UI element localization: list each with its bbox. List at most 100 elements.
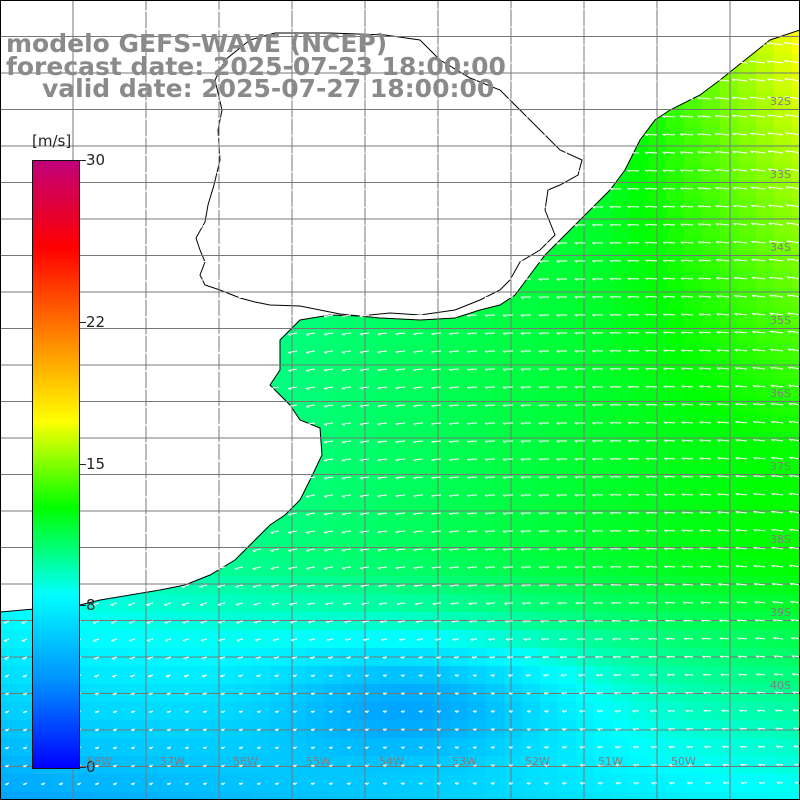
wind-arrow — [768, 186, 784, 190]
wind-arrow-head — [431, 531, 435, 534]
speed-cell — [792, 720, 800, 738]
wind-arrow-head — [574, 260, 578, 263]
wind-arrow-head — [556, 278, 560, 281]
wind-arrow-head — [484, 458, 488, 462]
wind-arrow — [234, 116, 244, 120]
wind-arrow-head — [180, 28, 185, 31]
wind-arrow — [785, 114, 800, 118]
wind-arrow — [234, 260, 244, 264]
wind-arrow — [198, 8, 208, 12]
wind-arrow-head — [733, 259, 737, 262]
wind-arrow — [323, 512, 334, 515]
wind-arrow — [696, 7, 712, 10]
wind-arrow — [431, 188, 442, 191]
wind-arrow — [395, 368, 406, 371]
wind-arrow-head — [341, 333, 345, 336]
wind-arrow — [91, 278, 100, 282]
wind-arrow-head — [270, 244, 274, 246]
wind-arrow-head — [37, 64, 42, 67]
speed-cell — [792, 306, 800, 324]
wind-arrow — [180, 368, 190, 372]
wind-arrow — [163, 584, 172, 588]
wind-arrow-head — [466, 405, 471, 408]
wind-arrow-head — [592, 8, 596, 11]
wind-arrow-head — [750, 222, 754, 226]
wind-arrow-head — [323, 45, 328, 48]
wind-arrow — [767, 78, 784, 82]
wind-arrow-head — [789, 510, 793, 514]
wind-arrow — [680, 277, 694, 280]
wind-arrow — [252, 170, 262, 174]
wind-arrow — [731, 42, 748, 46]
wind-arrow-head — [538, 440, 542, 443]
wind-arrow-head — [484, 134, 488, 138]
wind-arrow-head — [109, 352, 113, 355]
wind-arrow-head — [288, 585, 292, 588]
wind-arrow-head — [216, 532, 220, 535]
wind-arrow-head — [592, 260, 596, 263]
wind-arrow — [752, 348, 766, 352]
wind-arrow — [359, 566, 370, 569]
wind-arrow-head — [162, 352, 167, 355]
wind-arrow — [395, 278, 406, 281]
wind-arrow-head — [484, 548, 488, 552]
wind-arrow-head — [413, 459, 417, 462]
wind-arrow-head — [731, 24, 735, 28]
wind-arrow-head — [252, 100, 256, 103]
wind-arrow — [395, 296, 406, 299]
wind-arrow-head — [484, 206, 488, 210]
wind-arrow — [216, 62, 226, 66]
wind-arrow-head — [180, 352, 185, 355]
speed-cell — [792, 792, 800, 800]
wind-arrow-head — [91, 460, 95, 463]
wind-arrow-head — [55, 10, 59, 13]
wind-arrow — [252, 260, 262, 264]
wind-arrow-head — [699, 511, 703, 515]
wind-arrow — [627, 115, 640, 118]
wind-arrow — [664, 457, 676, 460]
wind-arrow — [698, 205, 712, 208]
wind-arrow — [341, 134, 352, 137]
wind-arrow — [216, 206, 226, 210]
wind-arrow-head — [679, 97, 683, 100]
wind-arrow — [449, 368, 460, 371]
wind-arrow-head — [592, 512, 596, 515]
wind-arrow-head — [753, 439, 757, 442]
wind-arrow-head — [270, 352, 274, 354]
wind-arrow-head — [786, 240, 790, 244]
wind-arrow-head — [341, 387, 345, 390]
wind-arrow — [413, 26, 424, 29]
wind-arrow-head — [714, 115, 718, 118]
wind-arrow — [679, 115, 694, 118]
wind-arrow — [645, 349, 658, 352]
wind-arrow-head — [145, 532, 149, 535]
wind-arrow — [377, 242, 388, 245]
wind-arrow-head — [91, 406, 95, 409]
wind-arrow-head — [252, 136, 256, 139]
wind-arrow — [715, 241, 730, 244]
wind-arrow — [19, 494, 28, 498]
wind-arrow-head — [449, 63, 453, 66]
wind-arrow-head — [538, 62, 542, 65]
wind-arrow-head — [270, 550, 274, 552]
wind-arrow-head — [413, 261, 417, 264]
wind-arrow — [37, 8, 46, 12]
wind-arrow-head — [127, 226, 131, 229]
wind-arrow — [449, 332, 460, 335]
wind-arrow-head — [127, 586, 131, 589]
wind-arrow-head — [484, 404, 488, 408]
wind-arrow-head — [323, 207, 328, 210]
speed-cell — [306, 792, 324, 800]
wind-arrow — [234, 206, 244, 210]
wind-arrow-head — [644, 133, 648, 137]
wind-arrow — [127, 242, 136, 246]
wind-arrow-head — [538, 80, 542, 83]
wind-arrow-head — [484, 224, 488, 228]
wind-arrow — [288, 170, 298, 173]
wind-arrow — [431, 512, 442, 515]
wind-arrow — [19, 458, 28, 462]
wind-arrow-head — [180, 550, 185, 553]
wind-arrow — [752, 330, 766, 334]
wind-arrow — [252, 422, 262, 426]
